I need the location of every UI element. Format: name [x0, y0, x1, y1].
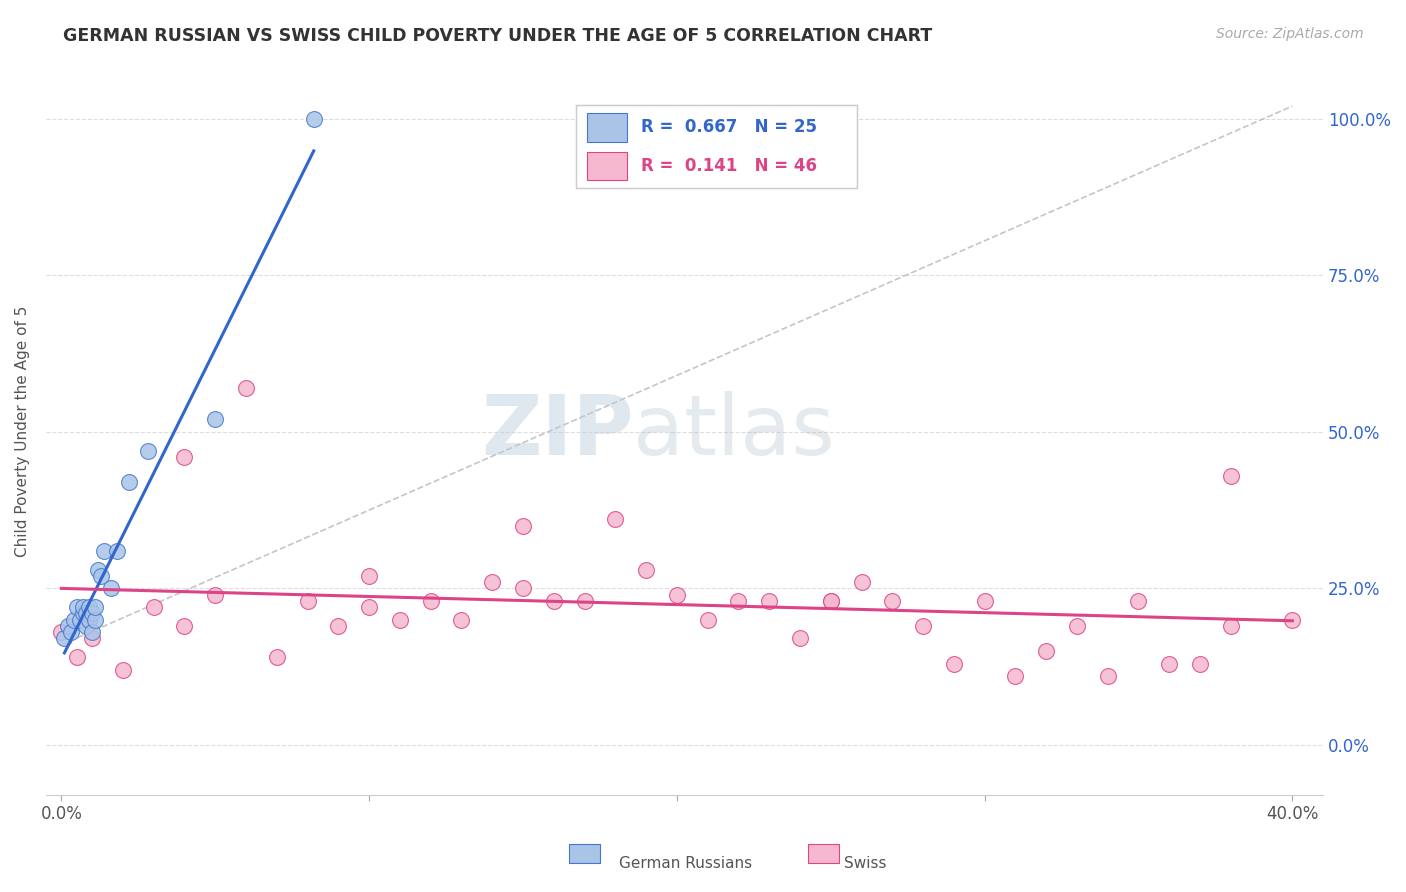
Point — [82, 607, 104, 621]
Point — [302, 112, 325, 126]
Point — [388, 613, 411, 627]
Point — [266, 650, 288, 665]
Point — [173, 450, 195, 464]
Point — [84, 613, 107, 627]
Text: ZIP: ZIP — [481, 392, 634, 472]
Point — [1159, 657, 1181, 671]
Point — [1219, 468, 1241, 483]
Point — [75, 619, 97, 633]
Text: atlas: atlas — [634, 392, 835, 472]
Point — [789, 632, 811, 646]
Point — [512, 582, 534, 596]
Point — [328, 619, 350, 633]
Point — [1128, 594, 1150, 608]
Point — [851, 575, 873, 590]
Point — [512, 518, 534, 533]
Point — [820, 594, 842, 608]
Point — [75, 607, 97, 621]
Point — [100, 582, 122, 596]
Point — [1035, 644, 1057, 658]
Point — [87, 563, 110, 577]
Point — [359, 569, 381, 583]
Point — [574, 594, 596, 608]
Point — [84, 600, 107, 615]
Point — [77, 613, 100, 627]
Point — [419, 594, 441, 608]
Y-axis label: Child Poverty Under the Age of 5: Child Poverty Under the Age of 5 — [15, 306, 30, 558]
Point — [727, 594, 749, 608]
Point — [973, 594, 995, 608]
Point — [359, 600, 381, 615]
Text: GERMAN RUSSIAN VS SWISS CHILD POVERTY UNDER THE AGE OF 5 CORRELATION CHART: GERMAN RUSSIAN VS SWISS CHILD POVERTY UN… — [63, 27, 932, 45]
Point — [59, 625, 82, 640]
Point — [204, 412, 226, 426]
Point — [820, 594, 842, 608]
Text: German Russians: German Russians — [619, 856, 752, 871]
Point — [77, 600, 100, 615]
Point — [173, 619, 195, 633]
Point — [882, 594, 904, 608]
Point — [111, 663, 134, 677]
Point — [758, 594, 780, 608]
Point — [1281, 613, 1303, 627]
Point — [66, 600, 89, 615]
Point — [118, 475, 141, 489]
Point — [1004, 669, 1026, 683]
Point — [1189, 657, 1212, 671]
Point — [66, 650, 89, 665]
Point — [912, 619, 935, 633]
Point — [56, 619, 79, 633]
Text: Swiss: Swiss — [844, 856, 886, 871]
Point — [82, 625, 104, 640]
Point — [696, 613, 718, 627]
Point — [105, 543, 128, 558]
Point — [72, 600, 94, 615]
Point — [450, 613, 472, 627]
Point — [82, 632, 104, 646]
Point — [636, 563, 658, 577]
Point — [62, 613, 84, 627]
Point — [51, 625, 73, 640]
Point — [1066, 619, 1088, 633]
Point — [665, 588, 688, 602]
Point — [1097, 669, 1119, 683]
Point — [543, 594, 565, 608]
Point — [93, 543, 115, 558]
Point — [605, 512, 627, 526]
Point — [142, 600, 165, 615]
Point — [297, 594, 319, 608]
Point — [136, 443, 159, 458]
Point — [1219, 619, 1241, 633]
Point — [69, 613, 91, 627]
Point — [53, 632, 76, 646]
Text: Source: ZipAtlas.com: Source: ZipAtlas.com — [1216, 27, 1364, 41]
Point — [481, 575, 503, 590]
Point — [942, 657, 965, 671]
Point — [235, 381, 257, 395]
Point — [90, 569, 112, 583]
Point — [204, 588, 226, 602]
Point — [72, 607, 94, 621]
